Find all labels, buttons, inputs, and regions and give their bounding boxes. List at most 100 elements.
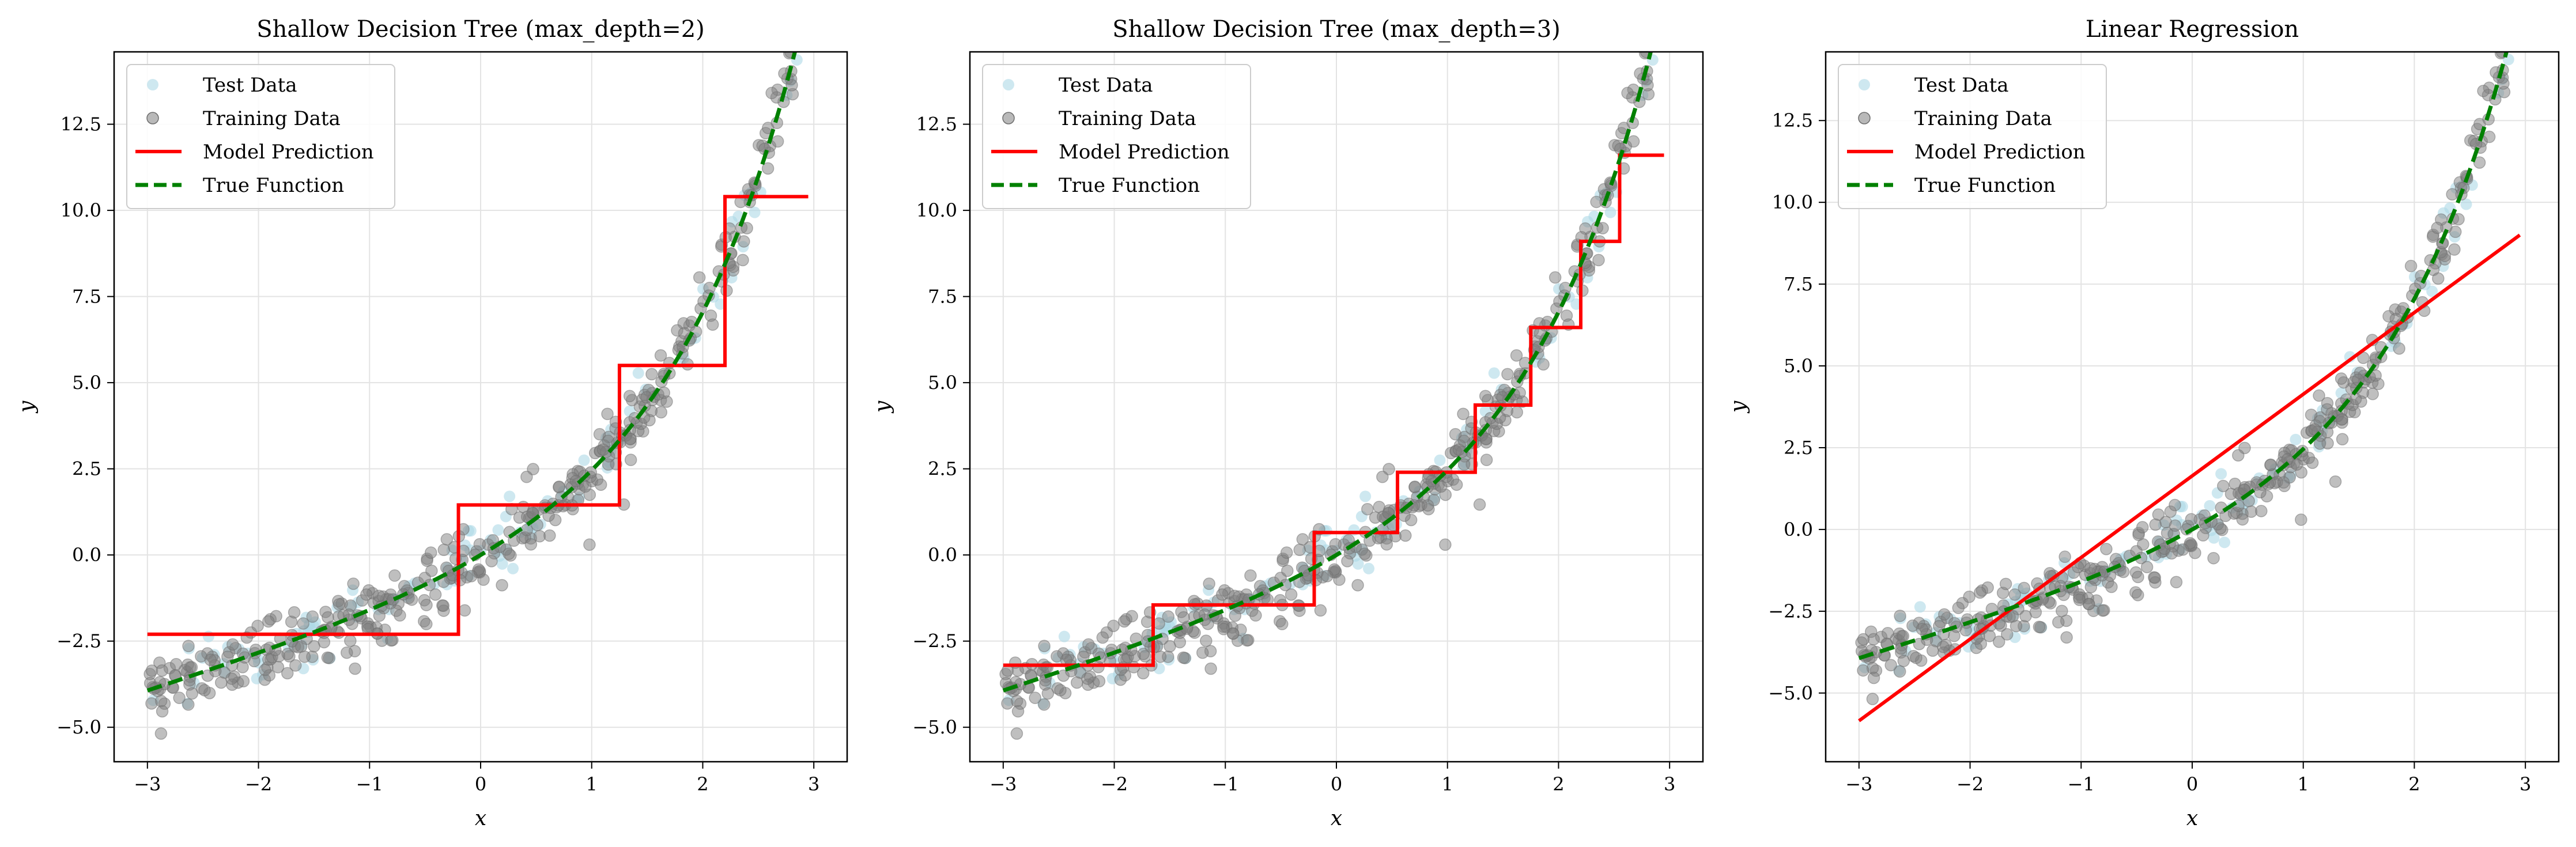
training-data-point [601, 407, 614, 421]
training-data-point [2140, 561, 2154, 573]
training-data-point [2033, 621, 2046, 633]
training-data-point [802, 0, 813, 6]
y-tick-label: 0.0 [928, 544, 957, 566]
training-data-point [2100, 543, 2113, 555]
x-tick-label: −1 [1212, 773, 1239, 795]
chart-title: Shallow Decision Tree (max_depth=2) [256, 16, 705, 43]
training-data-point [593, 428, 606, 441]
training-data-point [1652, 27, 1663, 39]
training-data-point [2329, 475, 2342, 488]
y-tick-label: 12.5 [61, 114, 101, 135]
training-data-point [2001, 628, 2014, 641]
training-data-point [1910, 651, 1922, 664]
training-data-point [169, 658, 183, 671]
training-data-point [553, 481, 565, 493]
training-data-point [372, 589, 386, 602]
training-data-point [2313, 389, 2325, 402]
training-data-point [1659, 0, 1671, 4]
training-data-point [1592, 254, 1605, 267]
y-tick-label: 7.5 [72, 286, 101, 308]
chart-panel-1: −3 −2 −1 0 1 2 3 −5.0 −2.5 0.0 2.5 5.0 7.5 10.0 12.5 Sh… [15, 0, 848, 830]
test-data-point [492, 524, 504, 536]
y-tick-label: −5.0 [56, 716, 101, 738]
training-data-point [654, 349, 667, 362]
training-data-point [424, 546, 437, 559]
legend-label: Model Prediction [1059, 141, 1230, 164]
training-data-point [420, 599, 433, 611]
training-data-point [2132, 570, 2144, 584]
training-data-point [1096, 631, 1109, 644]
training-data-point [1136, 667, 1150, 680]
x-tick-label: 3 [808, 773, 819, 795]
training-data-point [437, 543, 450, 557]
training-data-point [791, 0, 802, 11]
plot-area [999, 0, 1671, 740]
legend-test-marker [1859, 79, 1870, 90]
training-data-point [2448, 243, 2461, 256]
training-data-point [1641, 79, 1654, 92]
training-data-point [308, 640, 320, 653]
training-data-point [1380, 538, 1393, 551]
training-data-point [2137, 538, 2150, 551]
training-data-point [1897, 655, 1910, 667]
x-tick-label: −3 [989, 773, 1017, 795]
training-data-point [262, 615, 275, 628]
training-data-point [259, 663, 271, 676]
training-data-point [1361, 502, 1374, 516]
training-data-point [623, 390, 636, 403]
training-data-point [1162, 610, 1175, 623]
test-data-point [1653, 0, 1664, 8]
training-data-point [2207, 551, 2220, 565]
y-tick-label: −2.5 [56, 630, 101, 652]
training-data-point [542, 509, 555, 522]
x-tick-label: 0 [2186, 773, 2198, 795]
training-data-point [503, 547, 515, 560]
training-data-point [2169, 519, 2182, 532]
training-data-point [1658, 0, 1670, 4]
training-data-point [1137, 648, 1150, 660]
x-tick-label: 1 [586, 773, 598, 795]
training-data-point [1399, 529, 1412, 542]
test-data-point [578, 454, 590, 466]
training-data-point [2290, 458, 2303, 471]
training-data-point [596, 443, 610, 456]
training-data-point [2335, 372, 2348, 385]
x-tick-label: −1 [2068, 773, 2095, 795]
model-prediction-line [1858, 233, 2521, 723]
training-data-point [1457, 458, 1471, 471]
training-data-point [2084, 581, 2098, 593]
y-tick-label: −2.5 [912, 630, 957, 652]
training-data-point [2369, 369, 2382, 382]
x-tick-label: −1 [356, 773, 383, 795]
training-data-point [2217, 479, 2230, 493]
legend-label: True Function [1914, 174, 2056, 197]
training-data-point [802, 0, 814, 4]
test-data-point [2204, 500, 2216, 512]
training-data-point [425, 564, 438, 577]
training-data-point [1999, 577, 2012, 591]
training-data-point [1952, 602, 1965, 614]
training-data-point [237, 675, 250, 688]
y-axis-label: y [871, 400, 894, 414]
training-data-point [658, 386, 670, 399]
training-data-point [2084, 562, 2097, 575]
training-data-point [321, 651, 334, 664]
chart-panel-2: −3 −2 −1 0 1 2 3 −5.0 −2.5 0.0 2.5 5.0 7.5 10.0 12.5 Sh… [871, 0, 1704, 830]
legend-training-marker [1002, 112, 1015, 124]
legend-training-marker [146, 112, 159, 124]
training-data-point [1082, 638, 1095, 651]
training-data-point [738, 235, 750, 248]
training-data-point [1590, 195, 1603, 209]
x-axis-label: x [475, 807, 486, 830]
test-data-point [202, 630, 214, 642]
training-data-point [2497, 77, 2510, 90]
test-data-point [1488, 367, 1500, 379]
training-data-point [2214, 522, 2227, 535]
training-data-point [706, 318, 719, 331]
training-data-point [2313, 437, 2326, 450]
legend-label: Training Data [1059, 107, 1196, 130]
legend: Test Data Training Data Model Prediction Tr… [1838, 64, 2107, 209]
training-data-point [579, 480, 592, 493]
training-data-point [1321, 570, 1334, 583]
training-data-point [360, 588, 373, 601]
